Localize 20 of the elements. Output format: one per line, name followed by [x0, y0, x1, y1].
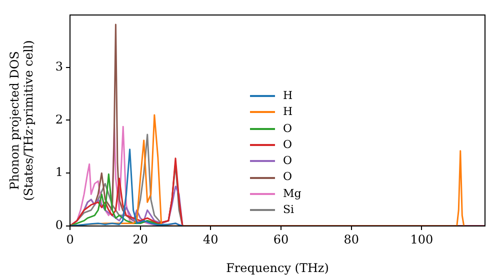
legend-label: O	[283, 136, 292, 153]
legend-label: Mg	[283, 186, 302, 202]
legend-label: O	[283, 153, 292, 170]
x-axis-title: Frequency (THz)	[226, 260, 329, 275]
legend-label: Si	[283, 202, 294, 218]
legend-label: O	[283, 169, 292, 186]
y-tick-label: 0	[55, 218, 63, 232]
y-axis-title: Phonon projected DOS (States/THz·primitive cell)	[7, 40, 36, 201]
x-tick-label: 80	[344, 232, 359, 246]
y-tick-label: 2	[55, 112, 63, 126]
legend-label: H	[283, 104, 293, 120]
legend-label: O	[283, 120, 292, 137]
x-tick-label: 20	[132, 232, 148, 246]
y-tick-label: 3	[55, 59, 63, 74]
x-tick-label: 100	[410, 232, 434, 246]
legend-label: H	[283, 88, 293, 104]
x-tick-label: 0	[66, 232, 74, 246]
x-tick-label: 60	[273, 232, 289, 246]
y-tick-label: 1	[55, 165, 63, 180]
x-tick-label: 40	[203, 232, 218, 246]
